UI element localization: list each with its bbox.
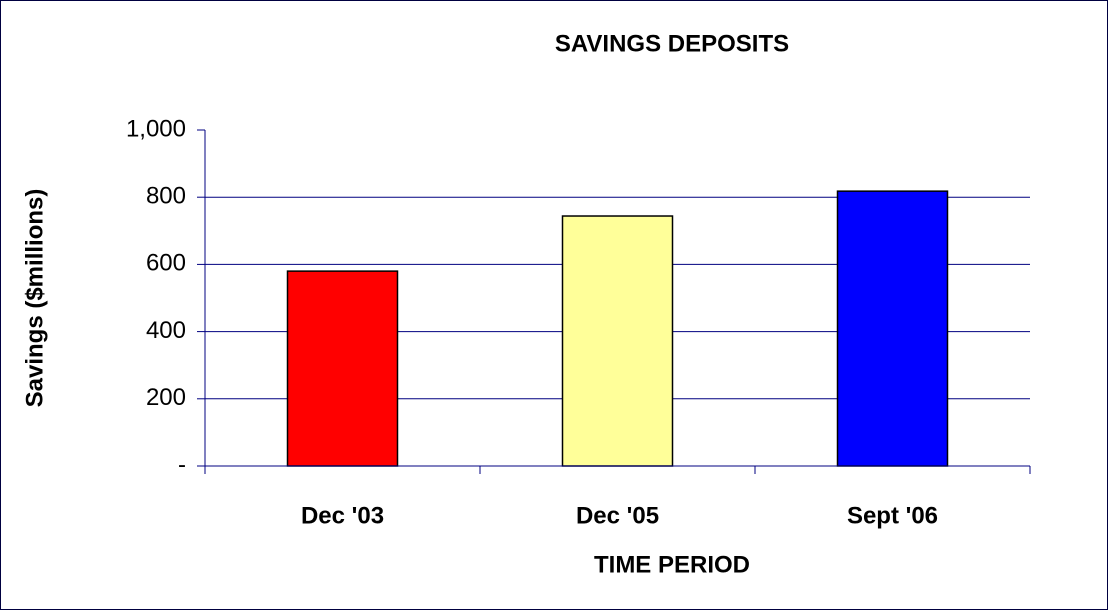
y-tick-label: 200 — [146, 384, 186, 411]
y-tick-label: - — [178, 451, 186, 478]
bar — [836, 190, 949, 467]
x-tick-label: Dec '05 — [576, 502, 659, 529]
bar — [561, 215, 674, 467]
y-tick-label: 600 — [146, 250, 186, 277]
y-tick-label: 400 — [146, 317, 186, 344]
y-tick-label: 1,000 — [126, 115, 186, 142]
x-tick-label: Sept '06 — [847, 502, 938, 529]
bar — [286, 270, 399, 467]
x-tick-label: Dec '03 — [301, 502, 384, 529]
y-tick-label: 800 — [146, 183, 186, 210]
y-axis-title: Savings ($millions) — [21, 189, 48, 408]
chart-title: SAVINGS DEPOSITS — [555, 30, 789, 57]
x-axis-title: TIME PERIOD — [594, 551, 750, 578]
